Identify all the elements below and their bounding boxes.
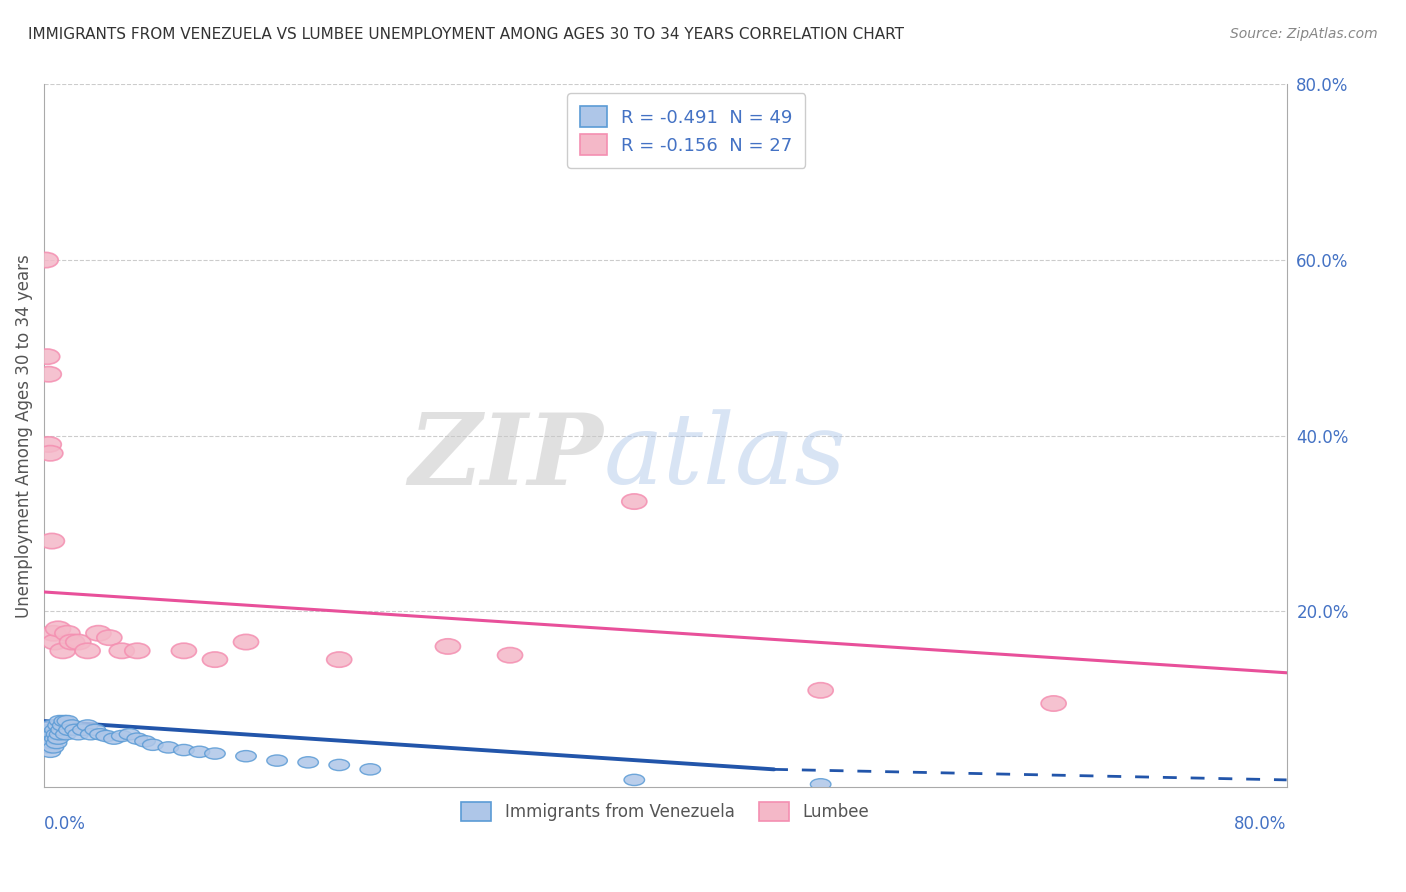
Ellipse shape [59, 724, 79, 736]
Ellipse shape [73, 724, 93, 736]
Ellipse shape [86, 724, 105, 736]
Ellipse shape [173, 745, 194, 756]
Ellipse shape [46, 729, 67, 739]
Text: atlas: atlas [603, 409, 846, 504]
Ellipse shape [45, 621, 70, 637]
Ellipse shape [51, 724, 72, 736]
Ellipse shape [45, 724, 65, 736]
Ellipse shape [77, 720, 98, 731]
Ellipse shape [624, 774, 644, 786]
Ellipse shape [205, 747, 225, 759]
Ellipse shape [44, 729, 63, 739]
Ellipse shape [202, 652, 228, 667]
Ellipse shape [56, 729, 76, 739]
Ellipse shape [80, 729, 101, 739]
Ellipse shape [55, 625, 80, 641]
Ellipse shape [75, 643, 100, 658]
Ellipse shape [96, 731, 117, 741]
Ellipse shape [97, 630, 122, 645]
Ellipse shape [190, 747, 209, 757]
Ellipse shape [39, 533, 65, 549]
Ellipse shape [110, 643, 135, 658]
Ellipse shape [233, 634, 259, 649]
Ellipse shape [42, 634, 67, 649]
Ellipse shape [35, 349, 60, 364]
Ellipse shape [34, 252, 58, 268]
Ellipse shape [127, 733, 148, 744]
Ellipse shape [42, 738, 62, 748]
Ellipse shape [808, 682, 834, 698]
Ellipse shape [59, 634, 84, 649]
Ellipse shape [65, 724, 86, 736]
Text: 0.0%: 0.0% [44, 815, 86, 833]
Ellipse shape [39, 747, 60, 757]
Ellipse shape [39, 724, 60, 736]
Ellipse shape [86, 625, 111, 641]
Ellipse shape [329, 759, 350, 771]
Ellipse shape [67, 729, 89, 739]
Ellipse shape [120, 729, 139, 739]
Ellipse shape [38, 742, 59, 753]
Ellipse shape [37, 738, 58, 748]
Ellipse shape [53, 715, 75, 727]
Legend: Immigrants from Venezuela, Lumbee: Immigrants from Venezuela, Lumbee [454, 795, 876, 828]
Text: Source: ZipAtlas.com: Source: ZipAtlas.com [1230, 27, 1378, 41]
Ellipse shape [267, 755, 287, 766]
Ellipse shape [45, 733, 65, 744]
Ellipse shape [51, 643, 76, 658]
Ellipse shape [48, 733, 69, 744]
Ellipse shape [41, 625, 66, 641]
Ellipse shape [49, 729, 70, 739]
Text: ZIP: ZIP [408, 409, 603, 505]
Ellipse shape [38, 729, 59, 739]
Ellipse shape [236, 750, 256, 762]
Text: 80.0%: 80.0% [1234, 815, 1286, 833]
Ellipse shape [810, 779, 831, 790]
Ellipse shape [436, 639, 460, 654]
Ellipse shape [48, 720, 69, 731]
Ellipse shape [157, 742, 179, 753]
Ellipse shape [58, 715, 77, 727]
Ellipse shape [37, 437, 62, 452]
Ellipse shape [135, 736, 155, 747]
Ellipse shape [42, 720, 62, 731]
Ellipse shape [326, 652, 352, 667]
Ellipse shape [49, 715, 70, 727]
Ellipse shape [104, 733, 124, 744]
Ellipse shape [111, 731, 132, 741]
Ellipse shape [44, 742, 63, 753]
Ellipse shape [37, 367, 62, 382]
Ellipse shape [62, 720, 83, 731]
Ellipse shape [1040, 696, 1066, 711]
Ellipse shape [621, 494, 647, 509]
Ellipse shape [498, 648, 523, 663]
Ellipse shape [142, 739, 163, 750]
Ellipse shape [38, 446, 63, 461]
Text: IMMIGRANTS FROM VENEZUELA VS LUMBEE UNEMPLOYMENT AMONG AGES 30 TO 34 YEARS CORRE: IMMIGRANTS FROM VENEZUELA VS LUMBEE UNEM… [28, 27, 904, 42]
Ellipse shape [46, 738, 67, 748]
Ellipse shape [298, 756, 318, 768]
Ellipse shape [90, 729, 110, 739]
Ellipse shape [66, 634, 91, 649]
Ellipse shape [52, 720, 73, 731]
Ellipse shape [172, 643, 197, 658]
Ellipse shape [125, 643, 150, 658]
Y-axis label: Unemployment Among Ages 30 to 34 years: Unemployment Among Ages 30 to 34 years [15, 254, 32, 617]
Ellipse shape [360, 764, 381, 775]
